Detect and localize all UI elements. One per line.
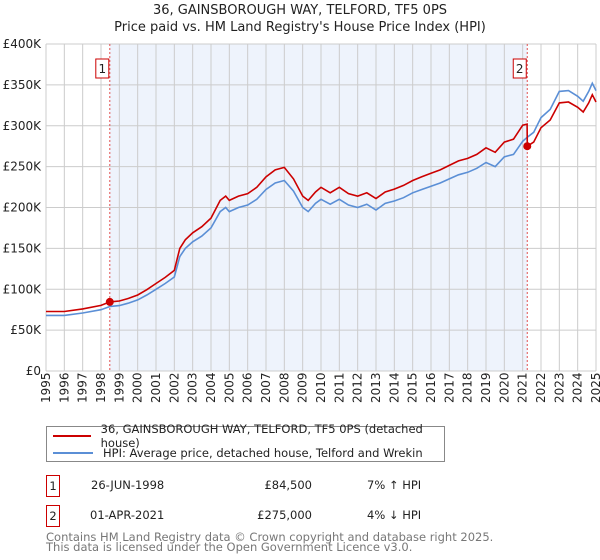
sale-date: 01-APR-2021 <box>90 508 165 522</box>
sale-badge: 1 <box>46 475 60 497</box>
sale-marker-badge <box>95 58 110 79</box>
x-tick-label: 2009 <box>296 372 310 403</box>
hpi-line <box>46 81 597 317</box>
y-tick-label: £400K <box>3 37 43 51</box>
x-tick-label: 2020 <box>497 372 511 403</box>
x-tick-label: 2005 <box>222 372 236 403</box>
sale-hpi-diff: 4% ↓ HPI <box>367 508 422 522</box>
x-tick-label: 1998 <box>94 372 108 403</box>
sale-row: 1 26-JUN-1998 £84,500 7% ↑ HPI <box>46 475 546 497</box>
sale-marker-label: 2 <box>516 62 524 76</box>
x-tick-label: 2008 <box>277 372 291 403</box>
x-tick-label: 2022 <box>534 372 548 403</box>
x-tick-label: 1997 <box>76 372 90 403</box>
sale-marker-label: 1 <box>98 62 106 76</box>
x-tick-label: 1996 <box>57 372 71 403</box>
x-tick-label: 2004 <box>204 372 218 403</box>
y-tick-label: £50K <box>10 323 42 337</box>
y-tick-label: £200K <box>3 201 43 215</box>
legend-item-hpi: HPI: Average price, detached house, Telf… <box>53 445 423 461</box>
x-tick-label: 2021 <box>516 372 530 403</box>
x-tick-label: 2025 <box>589 372 600 403</box>
y-tick-label: £100K <box>3 282 43 296</box>
x-tick-label: 2010 <box>314 372 328 403</box>
x-tick-label: 2023 <box>552 372 566 403</box>
x-tick-label: 2002 <box>167 372 181 403</box>
footer-licence: This data is licensed under the Open Gov… <box>46 540 413 554</box>
x-tick-label: 2015 <box>406 372 420 403</box>
legend-item-property: 36, GAINSBOROUGH WAY, TELFORD, TF5 0PS (… <box>53 422 444 450</box>
sale-price: £275,000 <box>257 508 312 522</box>
x-tick-label: 2000 <box>131 372 145 403</box>
x-tick-label: 2024 <box>571 372 585 403</box>
chart-subtitle: Price paid vs. HM Land Registry's House … <box>114 20 486 35</box>
x-tick-label: 2019 <box>479 372 493 403</box>
y-tick-label: £300K <box>3 119 43 133</box>
x-tick-label: 2001 <box>149 372 163 403</box>
property-price-line <box>46 92 597 313</box>
x-tick-label: 2014 <box>387 372 401 403</box>
legend-blue-line <box>53 452 93 454</box>
sale-point <box>523 142 532 151</box>
x-tick-label: 2013 <box>369 372 383 403</box>
sale-badge: 2 <box>46 505 60 527</box>
legend-label: 36, GAINSBOROUGH WAY, TELFORD, TF5 0PS (… <box>100 422 423 450</box>
x-tick-label: 1995 <box>39 372 53 403</box>
price-chart: 1995 1996 1997 1998 1999 2000 2001 2002 2003 2004… <box>3 37 600 403</box>
x-tick-label: 2003 <box>186 372 200 403</box>
chart-title: 36, GAINSBOROUGH WAY, TELFORD, TF5 0PS <box>152 3 448 18</box>
y-tick-label: £150K <box>3 241 43 255</box>
sale-row: 2 01-APR-2021 £275,000 4% ↓ HPI <box>46 505 546 527</box>
x-tick-label: 2012 <box>351 372 365 403</box>
sale-price: £84,500 <box>264 478 312 492</box>
sale-point <box>105 297 114 306</box>
y-tick-label: £0 <box>26 364 41 378</box>
x-tick-label: 2017 <box>442 372 456 403</box>
x-tick-label: 2007 <box>259 372 273 403</box>
sale-date: 26-JUN-1998 <box>91 478 165 492</box>
legend: 36, GAINSBOROUGH WAY, TELFORD, TF5 0PS (… <box>46 422 445 462</box>
x-tick-label: 2018 <box>461 372 475 403</box>
sale-hpi-diff: 7% ↑ HPI <box>367 478 422 492</box>
y-tick-label: £250K <box>3 160 43 174</box>
x-tick-label: 2006 <box>241 372 255 403</box>
legend-label: HPI: Average price, detached house, Telf… <box>103 446 423 460</box>
footer-copyright: Contains HM Land Registry data © Crown c… <box>46 530 494 544</box>
x-tick-label: 2011 <box>332 372 346 403</box>
x-tick-label: 1999 <box>112 372 126 403</box>
sale-marker-badge <box>512 58 527 79</box>
y-tick-label: £350K <box>3 78 43 92</box>
legend-red-line <box>53 435 91 437</box>
x-tick-label: 2016 <box>424 372 438 403</box>
